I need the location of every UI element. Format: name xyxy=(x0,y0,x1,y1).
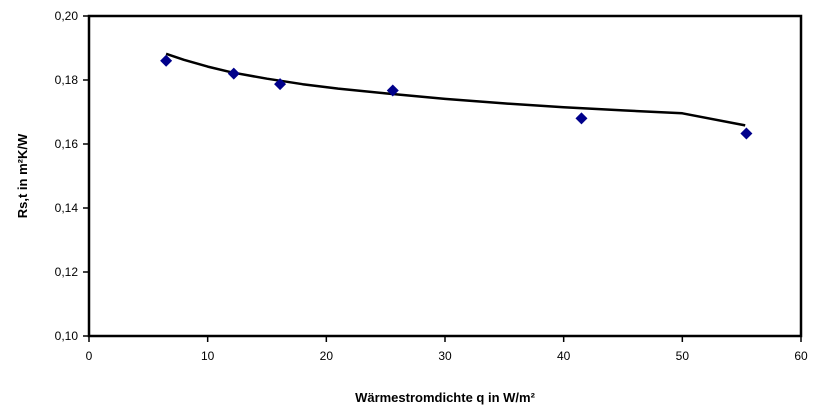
data-point xyxy=(227,67,240,80)
y-axis: 0,10 0,12 0,14 0,16 0,18 0,20 xyxy=(55,9,89,343)
x-tick-label: 50 xyxy=(676,349,690,363)
y-tick-label: 0,12 xyxy=(55,265,79,279)
x-tick-label: 20 xyxy=(320,349,334,363)
x-tick-label: 10 xyxy=(201,349,215,363)
y-tick-label: 0,10 xyxy=(55,329,79,343)
y-tick-label: 0,20 xyxy=(55,9,79,23)
data-points xyxy=(160,54,753,140)
x-tick-label: 0 xyxy=(86,349,93,363)
y-axis-title: Rs,t in m²K/W xyxy=(15,133,30,218)
trendline xyxy=(165,52,746,127)
x-axis: 0 10 20 30 40 50 60 xyxy=(86,336,808,363)
y-tick-label: 0,16 xyxy=(55,137,79,151)
x-tick-label: 60 xyxy=(794,349,808,363)
data-point xyxy=(575,112,588,125)
data-point xyxy=(740,127,753,140)
data-point xyxy=(274,78,287,91)
x-tick-label: 40 xyxy=(557,349,571,363)
data-point xyxy=(386,84,399,97)
y-tick-label: 0,14 xyxy=(55,201,79,215)
x-tick-label: 30 xyxy=(438,349,452,363)
y-tick-label: 0,18 xyxy=(55,73,79,87)
x-axis-title: Wärmestromdichte q in W/m² xyxy=(355,390,536,405)
data-point xyxy=(160,54,173,67)
